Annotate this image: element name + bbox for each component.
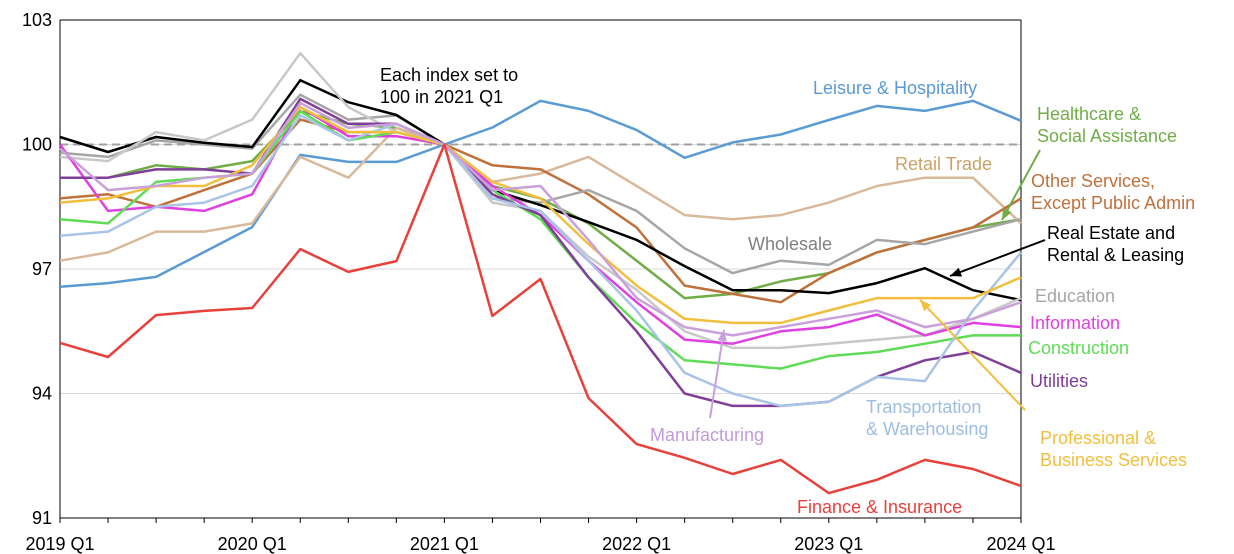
series-line xyxy=(59,118,1022,304)
series-label: Other Services, Except Public Admin xyxy=(1031,171,1196,213)
series-label: Retail Trade xyxy=(895,154,993,174)
series-line xyxy=(59,126,1022,262)
series-line xyxy=(59,101,1022,337)
x-tick-label: 2020 Q1 xyxy=(218,534,287,554)
x-tick-label: 2024 Q1 xyxy=(986,534,1055,554)
series-label: Wholesale xyxy=(748,234,833,254)
series-label: Construction xyxy=(1028,338,1130,358)
series-line xyxy=(59,114,1022,408)
series-label: Finance & Insurance xyxy=(797,497,963,517)
x-tick-label: 2022 Q1 xyxy=(602,534,671,554)
y-tick-label: 97 xyxy=(32,259,52,279)
series-line xyxy=(59,105,1022,325)
arrow xyxy=(709,329,725,419)
x-tick-label: 2019 Q1 xyxy=(25,534,94,554)
series-line xyxy=(59,93,1022,275)
series-label: Professional & Business Services xyxy=(1040,428,1188,470)
y-tick-label: 94 xyxy=(32,384,52,404)
series-label: Utilities xyxy=(1030,371,1089,391)
series-label: Transportation & Warehousing xyxy=(866,397,989,439)
series-label: Real Estate and Rental & Leasing xyxy=(1047,223,1185,265)
x-tick-label: 2021 Q1 xyxy=(410,534,479,554)
series-label: Manufacturing xyxy=(650,425,765,445)
series-label: Leisure & Hospitality xyxy=(813,78,978,98)
arrow-head xyxy=(1002,208,1012,220)
arrow-head xyxy=(717,330,727,342)
y-tick-label: 103 xyxy=(22,10,52,30)
arrow-head xyxy=(950,267,962,277)
arrow xyxy=(1001,149,1041,221)
y-tick-label: 100 xyxy=(22,135,52,155)
x-tick-label: 2023 Q1 xyxy=(794,534,863,554)
arrow-head xyxy=(920,300,932,312)
series-line xyxy=(59,143,1022,495)
y-tick-label: 91 xyxy=(32,508,52,528)
arrow xyxy=(949,239,1046,277)
annotation: Each index set to 100 in 2021 Q1 xyxy=(380,65,519,107)
series-line xyxy=(59,99,1022,289)
series-label: Healthcare & Social Assistance xyxy=(1037,104,1178,146)
series-label: Information xyxy=(1030,313,1121,333)
series-label: Education xyxy=(1035,286,1116,306)
series-line xyxy=(59,78,1022,302)
arrow xyxy=(919,299,1026,411)
